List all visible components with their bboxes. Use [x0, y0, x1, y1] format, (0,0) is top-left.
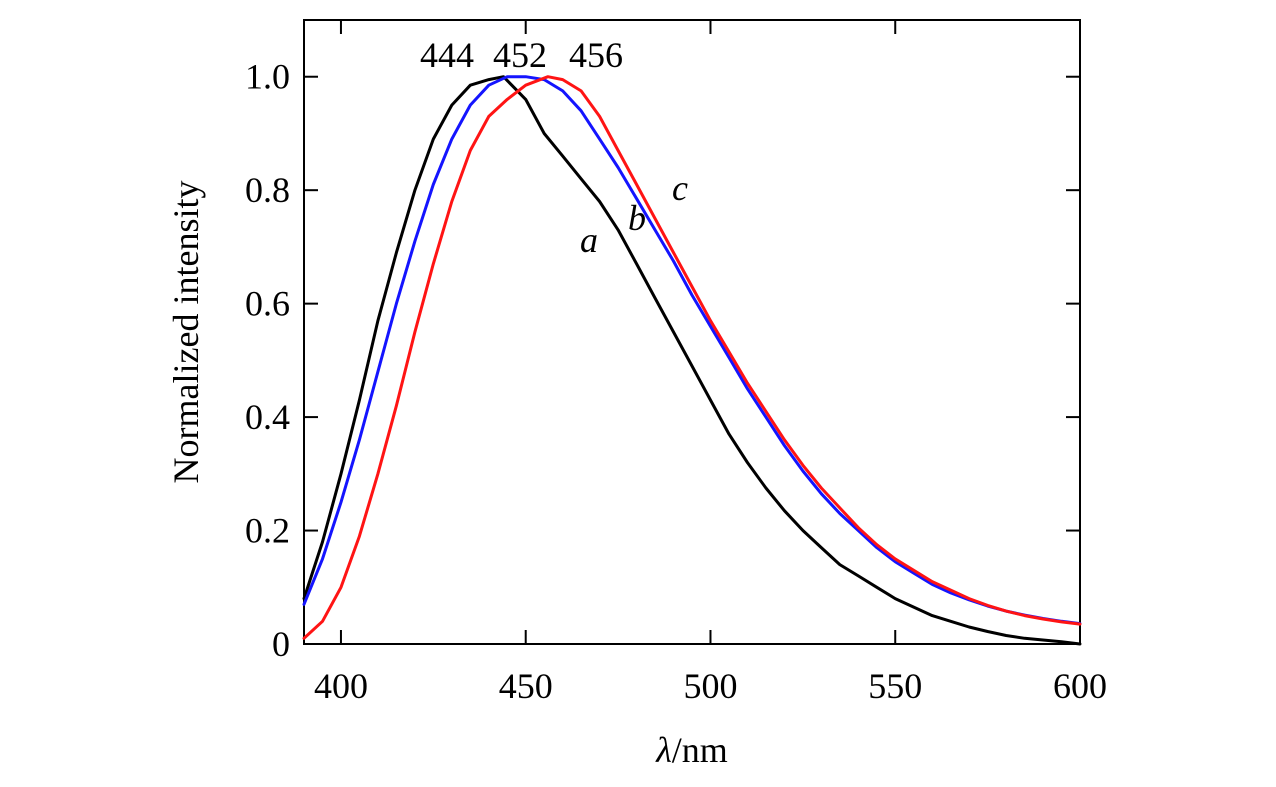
series-line-b — [302, 75, 1082, 626]
plot-frame — [303, 19, 1081, 645]
curve-label-b: b — [628, 198, 646, 238]
annotation-layer: 444 452 456 abc — [420, 35, 688, 260]
series-line-a — [302, 75, 1082, 646]
x-axis-label-unit: /nm — [672, 730, 728, 770]
x-tick-label: 400 — [314, 666, 368, 706]
peak-label: 444 — [420, 35, 474, 75]
y-tick-label: 0.2 — [245, 511, 290, 551]
x-tick-label: 550 — [868, 666, 922, 706]
y-tick-label: 0.6 — [245, 284, 290, 324]
peak-label: 456 — [569, 35, 623, 75]
peak-label: 452 — [493, 35, 547, 75]
y-axis-ticks: 0 0.2 0.4 0.6 0.8 1.0 — [245, 57, 1080, 664]
x-tick-label: 450 — [499, 666, 553, 706]
series-line-c — [302, 75, 1082, 640]
x-tick-label: 600 — [1053, 666, 1107, 706]
x-tick-label: 500 — [683, 666, 737, 706]
x-axis-ticks: 400 450 500 550 600 — [314, 20, 1107, 706]
series-layer — [302, 75, 1082, 646]
y-tick-label: 0.8 — [245, 170, 290, 210]
y-tick-label: 0 — [272, 624, 290, 664]
y-tick-label: 1.0 — [245, 57, 290, 97]
x-axis-label-symbol: λ — [655, 730, 672, 770]
y-tick-label: 0.4 — [245, 397, 290, 437]
y-axis-label: Normalized intensity — [166, 181, 206, 484]
curve-label-c: c — [672, 168, 688, 208]
x-axis-label: λ/nm — [655, 730, 728, 770]
curve-label-a: a — [580, 220, 598, 260]
